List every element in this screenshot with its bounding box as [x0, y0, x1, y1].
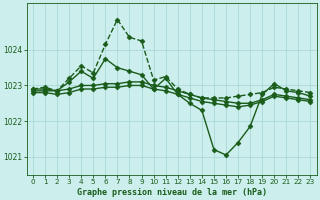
- X-axis label: Graphe pression niveau de la mer (hPa): Graphe pression niveau de la mer (hPa): [77, 188, 267, 197]
